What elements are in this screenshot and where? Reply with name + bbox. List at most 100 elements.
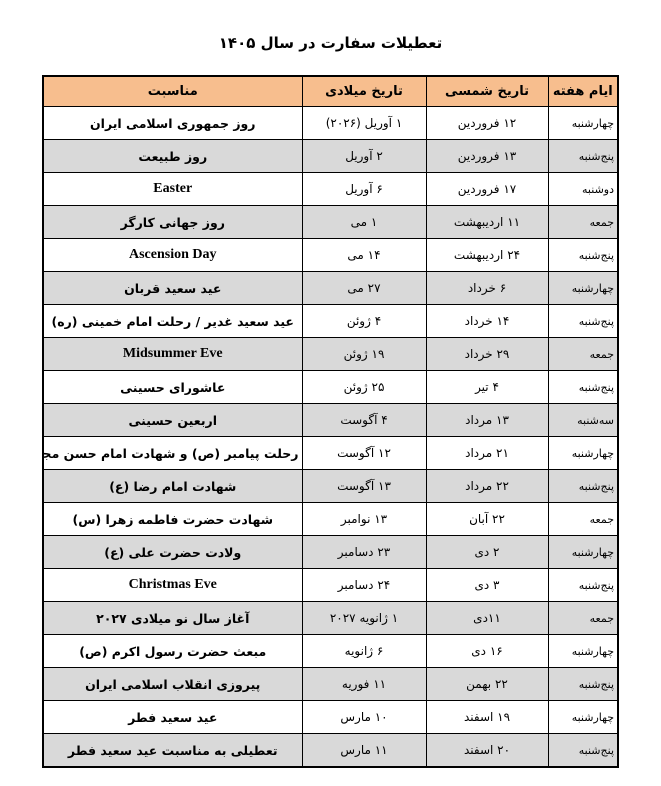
cell-weekday: چهارشنبه — [547, 106, 619, 140]
table-row: چهارشنبه ۱۲ فروردین ۱ آوریل (۲۰۲۶) روز جمهو… — [42, 106, 619, 140]
cell-miladi: ۱۰ مارس — [301, 700, 427, 734]
cell-miladi: ۴ ژوئن — [301, 304, 427, 338]
cell-weekday: چهارشنبه — [547, 634, 619, 668]
cell-miladi: ۲۴ دسامبر — [301, 568, 427, 602]
table-row: جمعه ۱۱دی ۱ ژانویه ۲۰۲۷ آغاز سال نو میلادی … — [42, 601, 619, 635]
cell-shamsi: ۱۴ خرداد — [425, 304, 549, 338]
cell-shamsi: ۱۱ اردیبهشت — [425, 205, 549, 239]
table-row: چهارشنبه ۱۶ دی ۶ ژانویه مبعث حضرت رسول اکرم… — [42, 634, 619, 668]
cell-shamsi: ۲۲ مرداد — [425, 469, 549, 503]
cell-occasion: عید سعید فطر — [42, 700, 303, 734]
table-row: جمعه ۲۹ خرداد ۱۹ ژوئن Midsummer Eve — [42, 337, 619, 371]
table-row: پنج‌شنبه ۴ تیر ۲۵ ژوئن عاشورای حسینی — [42, 370, 619, 404]
cell-occasion: مبعث حضرت رسول اکرم (ص) — [42, 634, 303, 668]
cell-shamsi: ۲ دی — [425, 535, 549, 569]
cell-miladi: ۱ می — [301, 205, 427, 239]
cell-miladi: ۴ آگوست — [301, 403, 427, 437]
cell-occasion: اربعین حسینی — [42, 403, 303, 437]
page-title: تعطیلات سفارت در سال ۱۴۰۵ — [218, 34, 443, 52]
cell-weekday: پنج‌شنبه — [547, 304, 619, 338]
table-row: پنج‌شنبه ۳ دی ۲۴ دسامبر Christmas Eve — [42, 568, 619, 602]
cell-shamsi: ۴ تیر — [425, 370, 549, 404]
cell-occasion: روز جهانی کارگر — [42, 205, 303, 239]
cell-weekday: چهارشنبه — [547, 271, 619, 305]
cell-weekday: دوشنبه — [547, 172, 619, 206]
cell-shamsi: ۲۹ خرداد — [425, 337, 549, 371]
cell-weekday: جمعه — [547, 601, 619, 635]
cell-miladi: ۲۷ می — [301, 271, 427, 305]
table-row: پنج‌شنبه ۲۰ اسفند ۱۱ مارس تعطیلی به مناسبت … — [42, 733, 619, 768]
table-row: سه‌شنبه ۱۳ مرداد ۴ آگوست اربعین حسینی — [42, 403, 619, 437]
cell-occasion: شهادت امام رضا (ع) — [42, 469, 303, 503]
header-weekday: ایام هفته — [547, 75, 619, 107]
cell-occasion: عید سعید قربان — [42, 271, 303, 305]
cell-weekday: چهارشنبه — [547, 700, 619, 734]
cell-miladi: ۲ آوریل — [301, 139, 427, 173]
cell-miladi: ۶ ژانویه — [301, 634, 427, 668]
cell-miladi: ۶ آوریل — [301, 172, 427, 206]
table-row: دوشنبه ۱۷ فروردین ۶ آوریل Easter — [42, 172, 619, 206]
cell-weekday: چهارشنبه — [547, 535, 619, 569]
cell-occasion: Easter — [42, 172, 303, 206]
cell-weekday: جمعه — [547, 502, 619, 536]
cell-occasion: عید سعید غدیر / رحلت امام خمینی (ره) — [42, 304, 303, 338]
header-miladi: تاریخ میلادی — [301, 75, 427, 107]
cell-weekday: پنج‌شنبه — [547, 667, 619, 701]
table-row: چهارشنبه ۲ دی ۲۳ دسامبر ولادت حضرت علی (ع) — [42, 535, 619, 569]
cell-miladi: ۱۱ فوریه — [301, 667, 427, 701]
cell-shamsi: ۱۳ مرداد — [425, 403, 549, 437]
cell-miladi: ۱۳ نوامبر — [301, 502, 427, 536]
cell-occasion: پیروزی انقلاب اسلامی ایران — [42, 667, 303, 701]
cell-shamsi: ۳ دی — [425, 568, 549, 602]
cell-occasion: رحلت پیامبر (ص) و شهادت امام حسن مجتبی (… — [42, 436, 303, 470]
cell-shamsi: ۲۰ اسفند — [425, 733, 549, 768]
cell-occasion: ولادت حضرت علی (ع) — [42, 535, 303, 569]
cell-shamsi: ۲۲ آبان — [425, 502, 549, 536]
cell-miladi: ۱۹ ژوئن — [301, 337, 427, 371]
table-row: پنج‌شنبه ۱۳ فروردین ۲ آوریل روز طبیعت — [42, 139, 619, 173]
cell-weekday: پنج‌شنبه — [547, 139, 619, 173]
cell-weekday: پنج‌شنبه — [547, 238, 619, 272]
table-header-row: ایام هفته تاریخ شمسی تاریخ میلادی مناسبت — [42, 75, 619, 107]
table-row: جمعه ۱۱ اردیبهشت ۱ می روز جهانی کارگر — [42, 205, 619, 239]
cell-occasion: عاشورای حسینی — [42, 370, 303, 404]
cell-miladi: ۱۳ آگوست — [301, 469, 427, 503]
cell-shamsi: ۱۳ فروردین — [425, 139, 549, 173]
table-row: پنج‌شنبه ۲۲ مرداد ۱۳ آگوست شهادت امام رضا (… — [42, 469, 619, 503]
table-row: جمعه ۲۲ آبان ۱۳ نوامبر شهادت حضرت فاطمه زهر… — [42, 502, 619, 536]
cell-occasion: آغاز سال نو میلادی ۲۰۲۷ — [42, 601, 303, 635]
cell-occasion: Christmas Eve — [42, 568, 303, 602]
cell-miladi: ۱۴ می — [301, 238, 427, 272]
cell-weekday: پنج‌شنبه — [547, 568, 619, 602]
cell-weekday: جمعه — [547, 205, 619, 239]
holidays-table: ایام هفته تاریخ شمسی تاریخ میلادی مناسبت… — [42, 75, 619, 768]
header-shamsi: تاریخ شمسی — [425, 75, 549, 107]
cell-shamsi: ۱۱دی — [425, 601, 549, 635]
cell-miladi: ۱ آوریل (۲۰۲۶) — [301, 106, 427, 140]
table-row: پنج‌شنبه ۱۴ خرداد ۴ ژوئن عید سعید غدیر / رح… — [42, 304, 619, 338]
cell-weekday: پنج‌شنبه — [547, 469, 619, 503]
cell-weekday: پنج‌شنبه — [547, 370, 619, 404]
cell-shamsi: ۱۶ دی — [425, 634, 549, 668]
cell-shamsi: ۱۹ اسفند — [425, 700, 549, 734]
cell-weekday: پنج‌شنبه — [547, 733, 619, 768]
header-occasion: مناسبت — [42, 75, 303, 107]
cell-shamsi: ۲۴ اردیبهشت — [425, 238, 549, 272]
table-row: پنج‌شنبه ۲۲ بهمن ۱۱ فوریه پیروزی انقلاب اسل… — [42, 667, 619, 701]
cell-miladi: ۱۱ مارس — [301, 733, 427, 768]
cell-weekday: جمعه — [547, 337, 619, 371]
cell-occasion: روز جمهوری اسلامی ایران — [42, 106, 303, 140]
cell-miladi: ۱ ژانویه ۲۰۲۷ — [301, 601, 427, 635]
table-row: چهارشنبه ۶ خرداد ۲۷ می عید سعید قربان — [42, 271, 619, 305]
cell-occasion: روز طبیعت — [42, 139, 303, 173]
cell-shamsi: ۱۲ فروردین — [425, 106, 549, 140]
table-row: چهارشنبه ۲۱ مرداد ۱۲ آگوست رحلت پیامبر (ص) … — [42, 436, 619, 470]
cell-shamsi: ۶ خرداد — [425, 271, 549, 305]
cell-occasion: تعطیلی به مناسبت عید سعید فطر — [42, 733, 303, 768]
cell-weekday: چهارشنبه — [547, 436, 619, 470]
table-row: چهارشنبه ۱۹ اسفند ۱۰ مارس عید سعید فطر — [42, 700, 619, 734]
cell-occasion: Midsummer Eve — [42, 337, 303, 371]
cell-shamsi: ۲۱ مرداد — [425, 436, 549, 470]
cell-shamsi: ۱۷ فروردین — [425, 172, 549, 206]
cell-miladi: ۲۵ ژوئن — [301, 370, 427, 404]
